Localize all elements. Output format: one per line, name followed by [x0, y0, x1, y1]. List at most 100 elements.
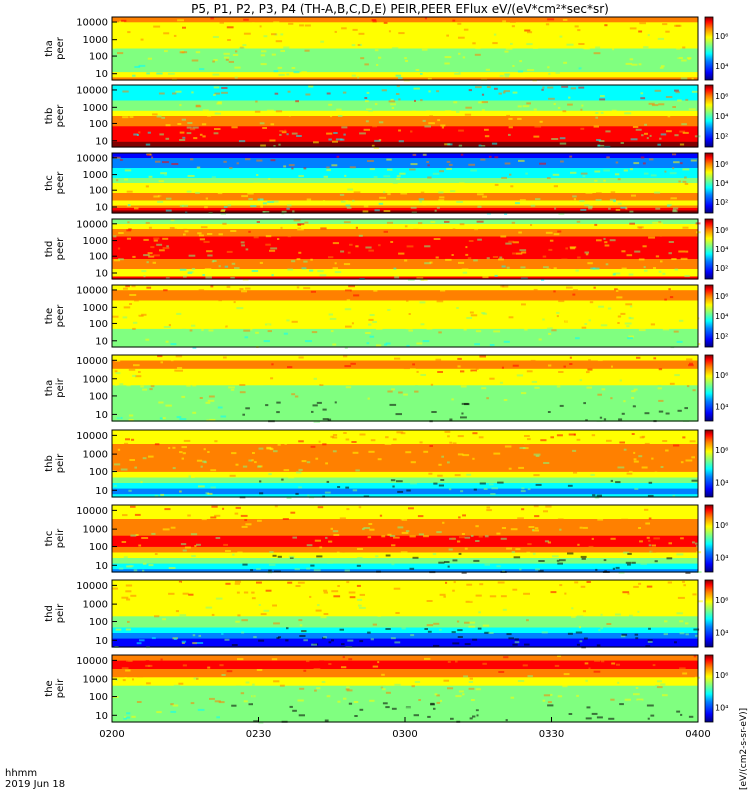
heatmap-cell — [685, 250, 689, 253]
heatmap-cell — [113, 156, 121, 159]
heatmap-cell — [319, 660, 325, 663]
heatmap-cell — [525, 268, 530, 271]
heatmap-cell — [326, 92, 331, 95]
heatmap-cell — [385, 436, 389, 439]
heatmap-cell — [182, 592, 189, 595]
heatmap-cell — [147, 57, 152, 60]
heatmap-cell — [410, 634, 415, 637]
heatmap-cell — [572, 449, 577, 452]
heatmap-cell — [444, 430, 451, 433]
heatmap-cell — [269, 139, 276, 142]
heatmap-cell — [374, 209, 380, 212]
heatmap-cell — [491, 487, 498, 490]
heatmap-cell — [533, 108, 537, 111]
heatmap-cell — [259, 403, 263, 405]
heatmap-cell — [399, 172, 406, 175]
heatmap-cell — [673, 161, 680, 164]
heatmap-cell — [198, 634, 201, 637]
heatmap-cell — [380, 184, 386, 186]
heatmap-cell — [591, 712, 598, 715]
heatmap-cell — [159, 417, 163, 420]
heatmap-cell — [542, 318, 545, 321]
heatmap-cell — [584, 251, 589, 254]
heatmap-cell — [527, 675, 533, 678]
heatmap-band — [112, 153, 698, 157]
heatmap-band — [112, 295, 698, 299]
heatmap-cell — [489, 595, 497, 598]
heatmap-cell — [512, 65, 515, 67]
heatmap-cell — [440, 289, 446, 292]
heatmap-cell — [567, 552, 574, 555]
heatmap-cell — [269, 598, 276, 601]
heatmap-cell — [168, 567, 176, 569]
heatmap-cell — [635, 128, 642, 131]
heatmap-band — [112, 696, 698, 701]
heatmap-cell — [192, 411, 197, 414]
heatmap-band — [112, 239, 698, 243]
heatmap-cell — [382, 688, 386, 691]
heatmap-cell — [457, 373, 464, 376]
heatmap-cell — [221, 208, 226, 211]
heatmap-cell — [576, 615, 584, 618]
heatmap-cell — [697, 571, 702, 573]
heatmap-cell — [666, 304, 672, 306]
heatmap-cell — [255, 331, 259, 334]
heatmap-cell — [426, 322, 429, 325]
heatmap-cell — [526, 43, 533, 46]
heatmap-cell — [196, 44, 200, 47]
heatmap-cell — [488, 483, 494, 486]
heatmap-band — [112, 546, 698, 551]
heatmap-cell — [170, 526, 176, 529]
heatmap-cell — [444, 561, 450, 563]
heatmap-band — [112, 471, 698, 476]
heatmap-cell — [221, 87, 228, 89]
heatmap-cell — [409, 567, 415, 570]
heatmap-cell — [224, 677, 228, 680]
heatmap-cell — [416, 297, 420, 300]
heatmap-cell — [460, 370, 465, 373]
heatmap-cell — [586, 44, 592, 47]
heatmap-cell — [115, 40, 118, 43]
heatmap-cell — [189, 435, 193, 438]
heatmap-cell — [297, 588, 301, 591]
heatmap-cell — [133, 719, 140, 722]
heatmap-cell — [433, 515, 438, 518]
heatmap-cell — [260, 613, 267, 616]
heatmap-cell — [625, 303, 633, 306]
heatmap-cell — [412, 556, 419, 559]
heatmap-cell — [241, 525, 248, 528]
heatmap-cell — [197, 313, 201, 316]
heatmap-cell — [199, 68, 205, 71]
heatmap-cell — [433, 707, 436, 710]
heatmap-cell — [223, 543, 228, 546]
heatmap-cell — [645, 522, 650, 525]
heatmap-cell — [521, 303, 526, 306]
heatmap-cell — [165, 124, 171, 127]
heatmap-cell — [286, 497, 292, 499]
heatmap-cell — [484, 535, 489, 538]
colorbar-tick-label: 10⁴ — [715, 179, 728, 188]
heatmap-band — [112, 432, 698, 437]
heatmap-cell — [251, 459, 254, 462]
heatmap-cell — [123, 306, 131, 309]
heatmap-cell — [301, 267, 307, 270]
heatmap-cell — [514, 638, 519, 641]
heatmap-cell — [420, 191, 425, 194]
heatmap-cell — [495, 36, 503, 39]
heatmap-cell — [298, 291, 301, 294]
heatmap-cell — [265, 243, 271, 246]
heatmap-cell — [506, 266, 510, 269]
heatmap-cell — [262, 326, 266, 329]
heatmap-cell — [251, 270, 259, 272]
heatmap-cell — [539, 162, 546, 165]
heatmap-cell — [218, 233, 223, 236]
heatmap-cell — [398, 140, 404, 143]
heatmap-cell — [217, 406, 223, 409]
heatmap-cell — [422, 106, 425, 109]
heatmap-cell — [416, 277, 424, 280]
heatmap-cell — [424, 245, 431, 248]
heatmap-cell — [585, 253, 589, 256]
heatmap-cell — [460, 416, 467, 419]
heatmap-cell — [170, 219, 175, 222]
heatmap-cell — [410, 482, 417, 485]
